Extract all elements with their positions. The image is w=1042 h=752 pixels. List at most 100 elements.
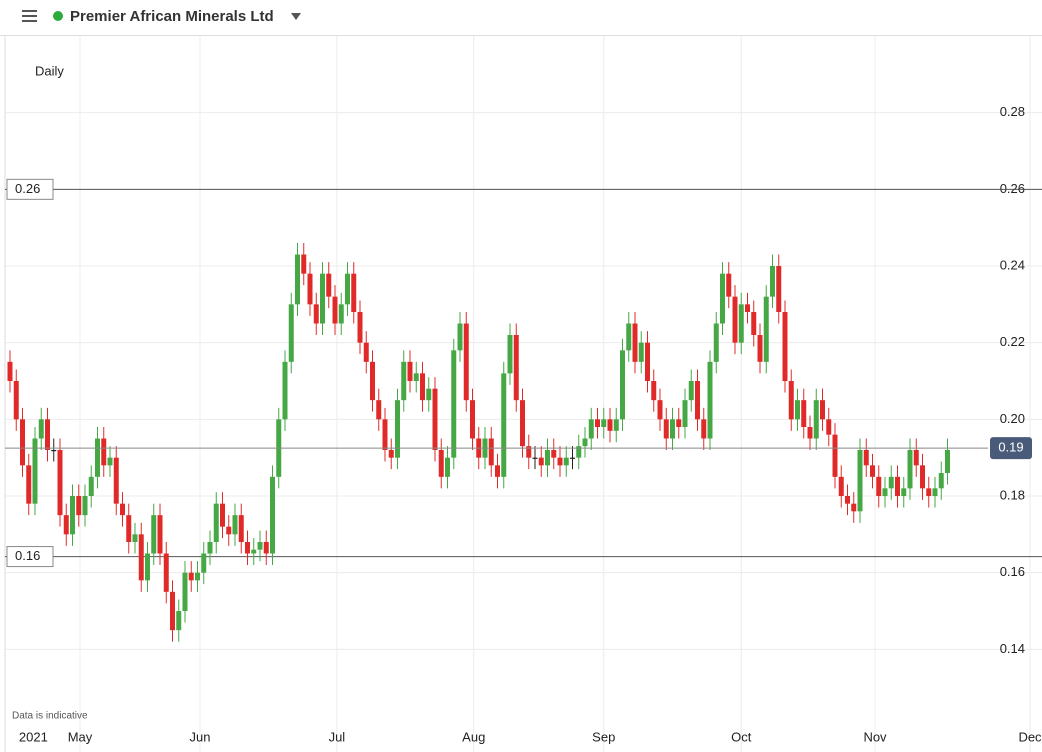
candle-body (738, 304, 744, 343)
candle-body (370, 361, 375, 401)
candle-body (326, 273, 332, 297)
y-tick-label: 0.16 (1000, 564, 1025, 579)
instrument-title[interactable]: Premier African Minerals Ltd (70, 8, 274, 25)
candle-body (382, 419, 388, 450)
candle-body (763, 296, 769, 362)
candle-body (70, 496, 75, 535)
candle-body (107, 457, 113, 466)
y-tick-label: 0.22 (1000, 334, 1025, 349)
candle-body (570, 457, 575, 459)
candle-body (176, 611, 182, 631)
x-tick-label: Jul (329, 729, 346, 744)
candle-body (676, 419, 682, 427)
candle-body (695, 381, 700, 420)
candle-body (638, 342, 644, 362)
level-label-box (6, 546, 54, 568)
candle-body (201, 553, 207, 573)
last-price-label: 0.19 (998, 440, 1023, 455)
x-tick-label: Sep (592, 729, 615, 744)
candle-body (188, 572, 194, 581)
candle-body (888, 476, 894, 489)
candle-body (138, 534, 144, 581)
candle-body (801, 400, 807, 427)
candle-body (476, 438, 482, 458)
candle-body (688, 381, 694, 401)
candle-body (51, 450, 57, 452)
candle-body (745, 304, 750, 312)
candle-body (863, 450, 869, 466)
candle-body (151, 515, 157, 554)
candle-body (232, 515, 238, 535)
candle-body (788, 381, 794, 420)
candle-body (551, 450, 557, 458)
candle-body (757, 335, 763, 362)
candle-body (882, 488, 888, 496)
candle-body (576, 446, 582, 458)
candle-body (926, 488, 932, 496)
candle-body (601, 419, 607, 427)
candle-body (482, 438, 488, 458)
candle-body (557, 457, 563, 466)
candle-body (407, 361, 413, 381)
candle-body (501, 373, 507, 477)
candle-body (451, 350, 457, 458)
candle-body (82, 496, 88, 516)
candle-body (357, 312, 363, 343)
candle-body (376, 400, 382, 420)
candle-body (563, 457, 569, 466)
candle-body (182, 572, 188, 611)
header: Premier African Minerals Ltd (0, 0, 1042, 36)
x-tick-label: 2021 (19, 729, 48, 744)
level-label: 0.26 (15, 181, 40, 196)
candle-body (420, 373, 425, 401)
candle-body (320, 273, 325, 324)
candle-body (20, 419, 25, 466)
candle-body (938, 473, 944, 489)
candle-body (363, 342, 369, 362)
candle-body (707, 361, 713, 439)
y-tick-label: 0.28 (1000, 104, 1025, 119)
dropdown-caret[interactable] (291, 13, 301, 20)
candle-body (632, 323, 638, 362)
candle-body (895, 476, 900, 496)
candle-body (26, 465, 32, 504)
candle-body (507, 335, 513, 374)
candle-body (470, 400, 475, 439)
candle-body (38, 419, 44, 439)
disclaimer: Data is indicative (12, 711, 88, 722)
candle-body (813, 400, 819, 439)
candle-body (657, 400, 663, 420)
candle-body (651, 381, 657, 401)
candle-body (57, 450, 63, 516)
candle-body (513, 335, 519, 401)
candle-body (445, 457, 450, 477)
candle-body (113, 457, 119, 504)
candle-body (682, 400, 688, 427)
candle-body (838, 476, 844, 496)
candle-body (76, 496, 82, 516)
candle-body (276, 419, 282, 477)
x-tick-label: Oct (731, 729, 752, 744)
candle-body (663, 419, 669, 439)
candle-body (163, 553, 169, 592)
candle-body (670, 419, 675, 439)
candle-body (588, 419, 594, 439)
candle-body (832, 434, 838, 477)
candle-body (213, 503, 219, 542)
candle-body (876, 476, 882, 496)
candle-body (726, 273, 732, 297)
candle-body (920, 465, 925, 489)
candle-body (282, 361, 288, 420)
y-tick-label: 0.24 (1000, 257, 1025, 272)
candle-body (751, 312, 757, 335)
candle-body (945, 450, 950, 473)
candle-body (457, 323, 463, 351)
menu-button[interactable] (22, 10, 37, 22)
candle-body (95, 438, 100, 477)
candle-body (32, 438, 38, 504)
candle-body (520, 400, 525, 447)
x-tick-label: Dec (1018, 729, 1042, 744)
candle-body (851, 503, 857, 512)
